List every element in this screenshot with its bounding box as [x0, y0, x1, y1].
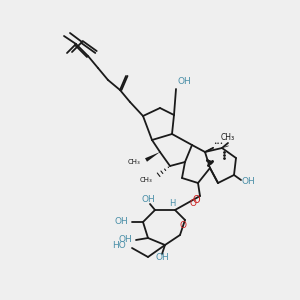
Polygon shape: [145, 152, 160, 162]
Text: •••: •••: [213, 140, 223, 146]
Text: O: O: [190, 200, 196, 208]
Text: OH: OH: [118, 236, 132, 244]
Text: CH₃: CH₃: [127, 159, 140, 165]
Text: CH₃: CH₃: [139, 177, 152, 183]
Text: OH: OH: [155, 254, 169, 262]
Text: H: H: [169, 199, 175, 208]
Text: OH: OH: [242, 178, 256, 187]
Text: CH₃: CH₃: [221, 134, 235, 142]
Text: HO: HO: [112, 242, 126, 250]
Text: OH: OH: [114, 218, 128, 226]
Text: OH: OH: [141, 196, 155, 205]
Text: O: O: [192, 195, 200, 205]
Text: O: O: [179, 220, 187, 230]
Text: OH: OH: [178, 77, 192, 86]
